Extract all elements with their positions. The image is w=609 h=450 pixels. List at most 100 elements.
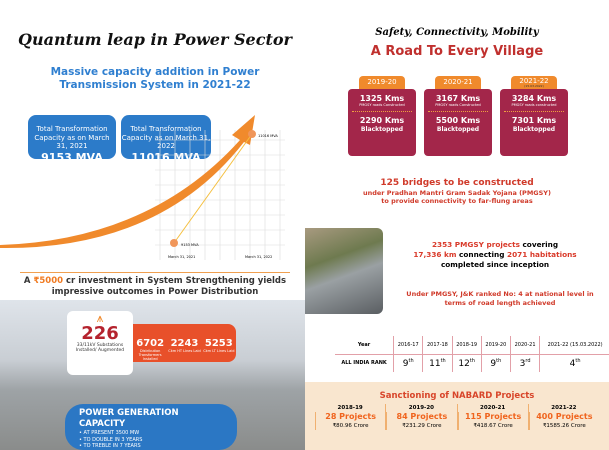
year-tab: 2021-22 (15.03.2022) [511, 76, 557, 89]
rank-table-rank-row: ALL INDIA RANK 9th 11th 12th 9th 3rd 4th [335, 354, 609, 372]
y: 2018-19 [337, 405, 363, 411]
year-cell: 2020-21 [509, 336, 540, 355]
inv-pre: A [23, 276, 34, 286]
rank-cell: 9th [393, 354, 423, 372]
t: 17,336 km [413, 250, 457, 259]
stat-label: Ckm HT Lines Laid [168, 349, 201, 353]
built-label: PMGSY roads Constructed [435, 103, 481, 107]
nabard-item: 2020-21 115 Projects ₹418.67 Crore [456, 404, 528, 430]
year-card-2020-21: 2020-21 3167 Kms PMGSY roads Constructed 55… [424, 76, 492, 156]
generation-item: • AT PRESENT 3500 MW [79, 430, 140, 436]
rank-cell: 9th [480, 354, 511, 372]
y: 2019-20 [408, 405, 434, 411]
card-value: 9153 MVA [41, 150, 103, 164]
stat-value: 6702 [136, 338, 165, 349]
black-label: Blacktopped [360, 126, 404, 133]
t: completed since inception [440, 260, 550, 269]
card-label: Total Transformation Capacity as on Marc… [121, 125, 211, 150]
row-label: ALL INDIA RANK [341, 360, 387, 367]
trend-line [173, 133, 253, 244]
built-label: PMGSY roads Constructed [359, 103, 405, 107]
substations-value: 226 [81, 323, 119, 344]
built-value: 1325 Kms [359, 94, 405, 103]
row-label: Year [335, 336, 394, 355]
card-label: Total Transformation Capacity as on Marc… [34, 125, 110, 150]
t: connecting [456, 250, 507, 259]
year-cell: 2019-20 [480, 336, 511, 355]
bridges-line1: under Pradhan Mantri Gram Sadak Yojana (… [362, 189, 551, 197]
rank-text: Under PMGSY, J&K ranked No: 4 at nationa… [406, 290, 594, 307]
rank-cell: 3rd [509, 354, 540, 372]
capacity-card-2022: Total Transformation Capacity as on Marc… [121, 115, 211, 164]
rank-table-year-row: Year 2016-17 2017-18 2018-19 2019-20 2020-21… [335, 336, 609, 355]
year-label: 2021-22 [519, 77, 549, 85]
generation-item: • TO TREBLE IN 7 YEARS [79, 443, 141, 449]
s: th [408, 357, 414, 364]
black-value: 7301 Kms [511, 116, 557, 125]
black-value: 5500 Kms [435, 116, 481, 125]
n: 4 [569, 358, 576, 369]
n: 3 [519, 358, 526, 369]
year-card-2019-20: 2019-20 1325 Kms PMGSY roads Constructed 22… [348, 76, 416, 156]
stat-transformers: 6702 Distribution Transformers Installed [133, 324, 167, 362]
distribution-stats: 6702 Distribution Transformers Installed … [133, 324, 236, 362]
nabard-title: Sanctioning of NABARD Projects [379, 391, 535, 401]
left-title: Quantum leap in Power Sector [18, 30, 292, 49]
s: rd [525, 357, 531, 364]
a: ₹418.67 Crore [457, 422, 528, 430]
p: 115 Projects [457, 412, 528, 422]
year-tab: 2020-21 [435, 76, 481, 89]
black-label: Blacktopped [436, 126, 480, 133]
substations-card: ⩚ 226 33/11kV Substations Installed/ Augme… [67, 311, 133, 375]
generation-title: POWER GENERATION CAPACITY [79, 408, 179, 429]
nabard-item: 2018-19 28 Projects ₹80.96 Crore [315, 404, 385, 430]
investment-text: A ₹5000 cr investment in System Strength… [20, 272, 290, 298]
bridges-headline: 125 bridges to be constructed [380, 178, 534, 188]
year-cell: 2017-18 [422, 336, 453, 355]
t: covering [522, 240, 559, 249]
rank-cell: 12th [451, 354, 482, 372]
tower-icon: ⩚ [96, 311, 104, 325]
inv-amount: ₹5000 [33, 276, 64, 286]
rank-table: Year 2016-17 2017-18 2018-19 2019-20 2020-21… [335, 336, 609, 372]
grid [155, 130, 285, 260]
n: 9 [490, 358, 497, 369]
inv-post: cr investment in System Strengthening yi… [51, 276, 287, 297]
black-value: 2290 Kms [359, 116, 405, 125]
year-tab: 2019-20 [359, 76, 405, 89]
p: 28 Projects [315, 412, 385, 422]
generation-item: • TO DOUBLE IN 3 YEARS [79, 436, 143, 443]
t: projects [483, 240, 523, 249]
left-subtitle: Massive capacity addition in Power Trans… [50, 66, 260, 91]
point-2022 [248, 130, 256, 138]
substations-label: 33/11kV Substations Installed/ Augmented [75, 343, 125, 353]
date-label-2021: March 31, 2021 [168, 255, 195, 259]
nabard-item: 2019-20 84 Projects ₹231.29 Crore [385, 404, 456, 430]
rank-cell: 4th [539, 354, 609, 372]
nabard-panel: Sanctioning of NABARD Projects 2018-19 28… [305, 382, 609, 450]
y: 2020-21 [480, 405, 506, 411]
black-label: Blacktopped [512, 126, 556, 133]
t: 2071 habitations [507, 250, 577, 259]
right-tagline: Safety, Connectivity, Mobility [375, 27, 539, 38]
bridges-text: 125 bridges to be constructed under Pradh… [305, 178, 609, 205]
right-title: A Road To Every Village [370, 44, 544, 59]
a: ₹1585.26 Crore [528, 422, 599, 430]
t: 2353 PMGSY [431, 240, 484, 249]
built-label: PMGSY roads constructed [511, 103, 557, 107]
stat-ht-lines: 2243 Ckm HT Lines Laid [167, 324, 201, 362]
y: 2021-22 [551, 405, 577, 411]
projects-text: 2353 PMGSY projects covering 17,336 km co… [390, 240, 600, 270]
stat-label: Distribution Transformers Installed [138, 349, 162, 361]
orange-arrow [0, 115, 255, 249]
year-cell: 2016-17 [393, 336, 423, 355]
s: th [575, 357, 581, 364]
point-label-2022: 11016 MVA [258, 134, 278, 138]
s: th [440, 357, 446, 364]
p: 400 Projects [528, 412, 599, 422]
p: 84 Projects [386, 412, 456, 422]
n: 12 [458, 358, 470, 369]
a: ₹80.96 Crore [315, 422, 385, 430]
year-cell: 2021-22 (15.03.2022) [539, 336, 609, 355]
n: 9 [402, 358, 409, 369]
